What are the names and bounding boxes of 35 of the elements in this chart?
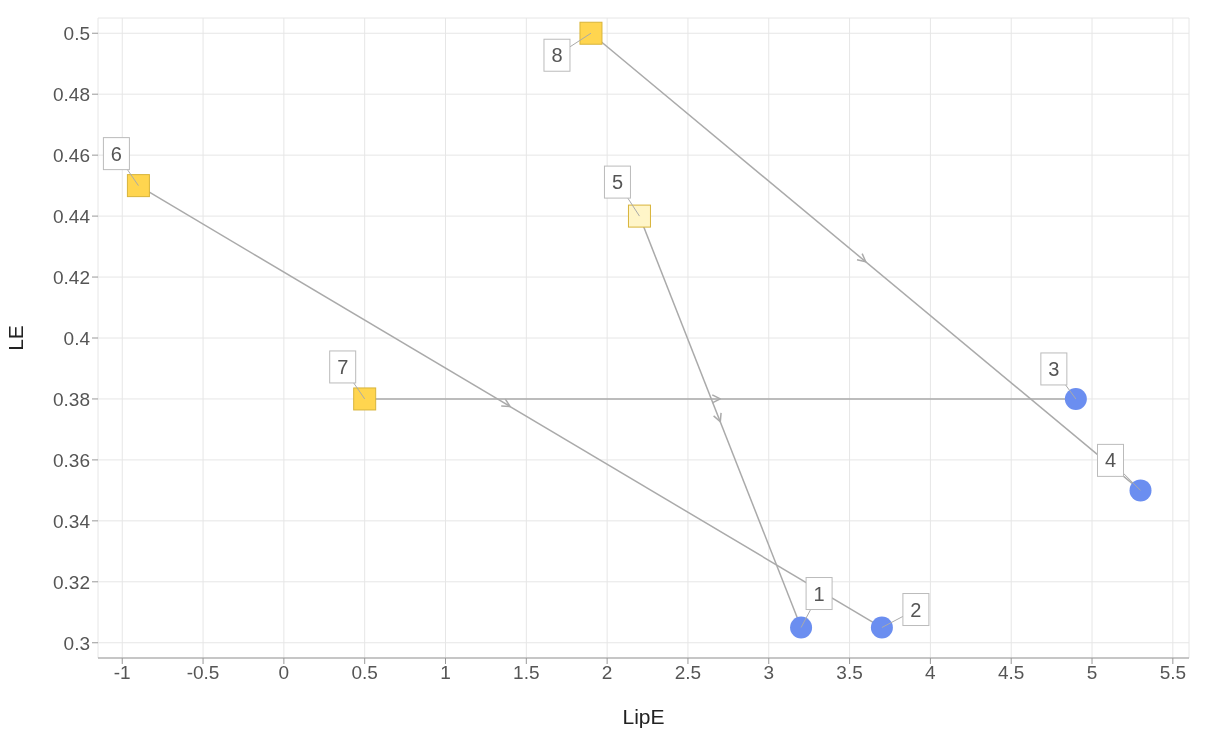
annotation: 1 [813,582,825,605]
x-tick-label: 2 [601,662,613,684]
x-axis-title: LipE [622,705,665,728]
y-tick-label: 0.48 [53,83,90,105]
y-tick-label: 0.34 [53,510,91,532]
x-tick-label: 4 [925,662,937,684]
x-tick-label: 4.5 [998,662,1025,684]
annotation: 2 [910,598,922,621]
y-tick-label: 0.46 [53,144,90,166]
x-tick-label: -0.5 [186,662,220,684]
x-tick-label: 2.5 [674,662,702,684]
annotation: 4 [1104,449,1117,472]
x-tick-label: 1 [440,662,451,684]
y-tick-label: 0.5 [63,22,90,44]
y-tick-label: 0.38 [53,388,90,410]
x-tick-label: 0 [278,662,290,684]
annotation: 3 [1048,357,1060,380]
annotation: 5 [611,171,624,194]
y-tick-label: 0.36 [53,449,90,471]
x-tick-label: 0.5 [351,662,378,684]
y-tick-label: 0.3 [63,632,90,654]
y-tick-label: 0.32 [53,571,90,593]
y-axis-title: LE [4,325,28,351]
y-tick-label: 0.4 [63,327,91,349]
annotation: 8 [551,44,563,67]
x-tick-label: 1.5 [513,662,540,684]
y-tick-label: 0.42 [53,266,90,288]
x-tick-label: 3.5 [836,662,863,684]
x-tick-label: 5.5 [1159,662,1187,684]
x-tick-label: -1 [113,662,131,684]
annotation: 6 [110,142,122,165]
y-tick-label: 0.44 [53,205,91,227]
x-tick-label: 3 [763,662,775,684]
x-tick-label: 5 [1086,662,1098,684]
annotation: 7 [337,355,349,378]
